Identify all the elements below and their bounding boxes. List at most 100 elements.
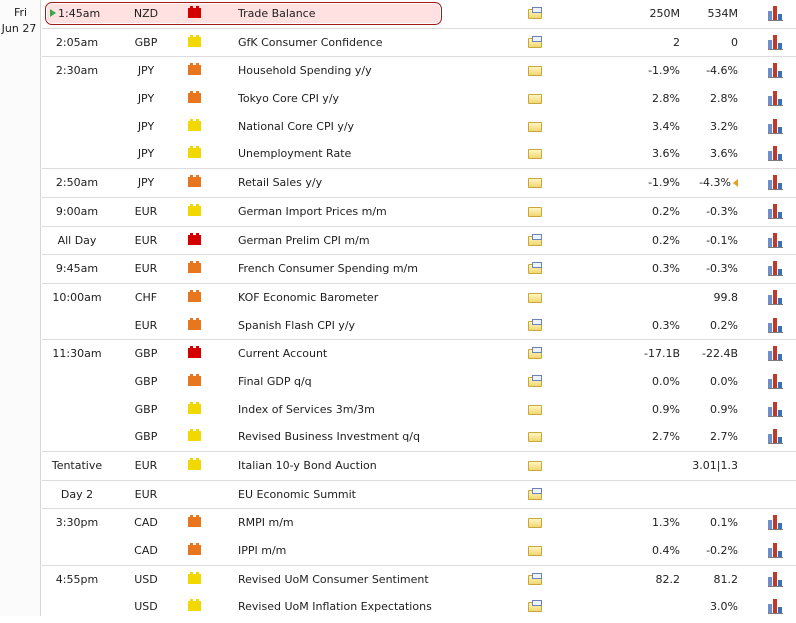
calendar-row[interactable]: 2:05am GBP GfK Consumer Confidence 2 0: [42, 27, 796, 57]
calendar-row[interactable]: CAD IPPI m/m 0.4% -0.2%: [42, 537, 796, 565]
folder-doc-icon[interactable]: [528, 374, 542, 387]
impact-low-icon[interactable]: [188, 571, 201, 584]
impact-high-icon[interactable]: [188, 232, 201, 245]
folder-doc-icon[interactable]: [528, 318, 542, 331]
folder-icon[interactable]: [528, 518, 542, 529]
bar-chart-icon[interactable]: [768, 118, 783, 134]
event-name[interactable]: National Core CPI y/y: [238, 119, 355, 133]
event-name[interactable]: RMPI m/m: [238, 516, 294, 530]
bar-chart-icon[interactable]: [768, 232, 783, 248]
impact-low-icon[interactable]: [188, 429, 201, 442]
calendar-row[interactable]: 2:50am JPY Retail Sales y/y -1.9% -4.3%: [42, 168, 796, 197]
folder-doc-icon[interactable]: [528, 7, 542, 19]
calendar-row[interactable]: JPY Unemployment Rate 3.6% 3.6%: [42, 140, 796, 168]
bar-chart-icon[interactable]: [768, 515, 783, 531]
bar-chart-icon[interactable]: [768, 317, 783, 333]
folder-icon[interactable]: [528, 292, 542, 303]
calendar-row[interactable]: 4:55pm USD Revised UoM Consumer Sentiment 8…: [42, 564, 796, 594]
impact-low-icon[interactable]: [188, 118, 201, 131]
event-name[interactable]: GfK Consumer Confidence: [238, 35, 383, 49]
folder-doc-icon[interactable]: [528, 572, 542, 585]
impact-high-icon[interactable]: [188, 346, 201, 359]
event-name[interactable]: Current Account: [238, 347, 328, 361]
folder-icon[interactable]: [528, 94, 542, 105]
bar-chart-icon[interactable]: [768, 34, 783, 50]
folder-doc-icon[interactable]: [528, 600, 542, 613]
folder-icon[interactable]: [528, 461, 542, 471]
bar-chart-icon[interactable]: [768, 373, 783, 389]
calendar-row[interactable]: 11:30am GBP Current Account -17.1B -22.4B: [42, 339, 796, 368]
bar-chart-icon[interactable]: [768, 599, 783, 615]
event-name[interactable]: Italian 10-y Bond Auction: [238, 459, 377, 472]
event-name[interactable]: EU Economic Summit: [238, 487, 356, 501]
event-name[interactable]: KOF Economic Barometer: [238, 290, 379, 304]
bar-chart-icon[interactable]: [768, 261, 783, 277]
calendar-row[interactable]: Tentative EUR Italian 10-y Bond Auction 3.0…: [42, 451, 796, 480]
event-name[interactable]: Retail Sales y/y: [238, 176, 323, 190]
calendar-row[interactable]: Day 2 EUR EU Economic Summit: [42, 479, 796, 509]
calendar-row[interactable]: 9:45am EUR French Consumer Spending m/m 0.3…: [42, 254, 796, 283]
calendar-row[interactable]: 9:00am EUR German Import Prices m/m 0.2% -0.…: [42, 196, 796, 226]
impact-medium-icon[interactable]: [188, 373, 201, 386]
event-name[interactable]: Household Spending y/y: [238, 64, 372, 78]
impact-low-icon[interactable]: [188, 599, 201, 612]
event-name[interactable]: IPPI m/m: [238, 544, 287, 558]
impact-low-icon[interactable]: [188, 401, 201, 414]
bar-chart-icon[interactable]: [768, 429, 783, 445]
event-name[interactable]: Tokyo Core CPI y/y: [238, 92, 340, 106]
folder-icon[interactable]: [528, 432, 542, 443]
calendar-row[interactable]: EUR Spanish Flash CPI y/y 0.3% 0.2%: [42, 312, 796, 340]
impact-low-icon[interactable]: [188, 34, 201, 47]
folder-doc-icon[interactable]: [528, 35, 542, 48]
impact-medium-icon[interactable]: [188, 63, 201, 76]
event-name[interactable]: Index of Services 3m/3m: [238, 402, 375, 416]
bar-chart-icon[interactable]: [768, 203, 783, 219]
bar-chart-icon[interactable]: [768, 175, 783, 191]
bar-chart-icon[interactable]: [768, 63, 783, 79]
folder-icon[interactable]: [528, 121, 542, 132]
bar-chart-icon[interactable]: [768, 6, 783, 21]
event-name[interactable]: French Consumer Spending m/m: [238, 262, 418, 276]
calendar-row[interactable]: GBP Final GDP q/q 0.0% 0.0%: [42, 368, 796, 396]
bar-chart-icon[interactable]: [768, 571, 783, 587]
impact-medium-icon[interactable]: [188, 317, 201, 330]
revised-flag-icon[interactable]: [733, 179, 738, 188]
bar-chart-icon[interactable]: [768, 401, 783, 417]
folder-doc-icon[interactable]: [528, 487, 542, 500]
impact-high-icon[interactable]: [188, 6, 201, 18]
folder-icon[interactable]: [528, 404, 542, 415]
calendar-row[interactable]: GBP Index of Services 3m/3m 0.9% 0.9%: [42, 396, 796, 424]
impact-medium-icon[interactable]: [188, 543, 201, 556]
event-name[interactable]: Trade Balance: [238, 7, 316, 20]
event-name[interactable]: German Prelim CPI m/m: [238, 233, 370, 247]
event-name[interactable]: Spanish Flash CPI y/y: [238, 318, 356, 332]
bar-chart-icon[interactable]: [768, 146, 783, 162]
calendar-row[interactable]: 10:00am CHF KOF Economic Barometer 99.8: [42, 282, 796, 312]
bar-chart-icon[interactable]: [768, 91, 783, 107]
event-name[interactable]: Revised UoM Inflation Expectations: [238, 600, 432, 614]
calendar-row[interactable]: JPY Tokyo Core CPI y/y 2.8% 2.8%: [42, 85, 796, 113]
impact-medium-icon[interactable]: [188, 261, 201, 274]
impact-low-icon[interactable]: [188, 203, 201, 216]
bar-chart-icon[interactable]: [768, 346, 783, 362]
calendar-row[interactable]: GBP Revised Business Investment q/q 2.7% 2.…: [42, 423, 796, 451]
folder-icon[interactable]: [528, 149, 542, 160]
calendar-row[interactable]: JPY National Core CPI y/y 3.4% 3.2%: [42, 113, 796, 141]
impact-medium-icon[interactable]: [188, 91, 201, 104]
calendar-row[interactable]: USD Revised UoM Inflation Expectations 3.0…: [42, 593, 796, 621]
calendar-row[interactable]: 3:30pm CAD RMPI m/m 1.3% 0.1%: [42, 508, 796, 537]
folder-icon[interactable]: [528, 206, 542, 217]
event-name[interactable]: Revised Business Investment q/q: [238, 430, 420, 444]
calendar-row[interactable]: 1:45am NZD Trade Balance 250M 534M: [42, 0, 796, 28]
bar-chart-icon[interactable]: [768, 289, 783, 305]
folder-icon[interactable]: [528, 546, 542, 557]
impact-medium-icon[interactable]: [188, 289, 201, 302]
impact-low-icon[interactable]: [188, 146, 201, 159]
event-name[interactable]: Unemployment Rate: [238, 147, 352, 161]
folder-doc-icon[interactable]: [528, 347, 542, 360]
impact-medium-icon[interactable]: [188, 515, 201, 528]
folder-icon[interactable]: [528, 66, 542, 77]
calendar-row[interactable]: 2:30am JPY Household Spending y/y -1.9% -4.6…: [42, 56, 796, 85]
bar-chart-icon[interactable]: [768, 543, 783, 559]
impact-medium-icon[interactable]: [188, 175, 201, 188]
